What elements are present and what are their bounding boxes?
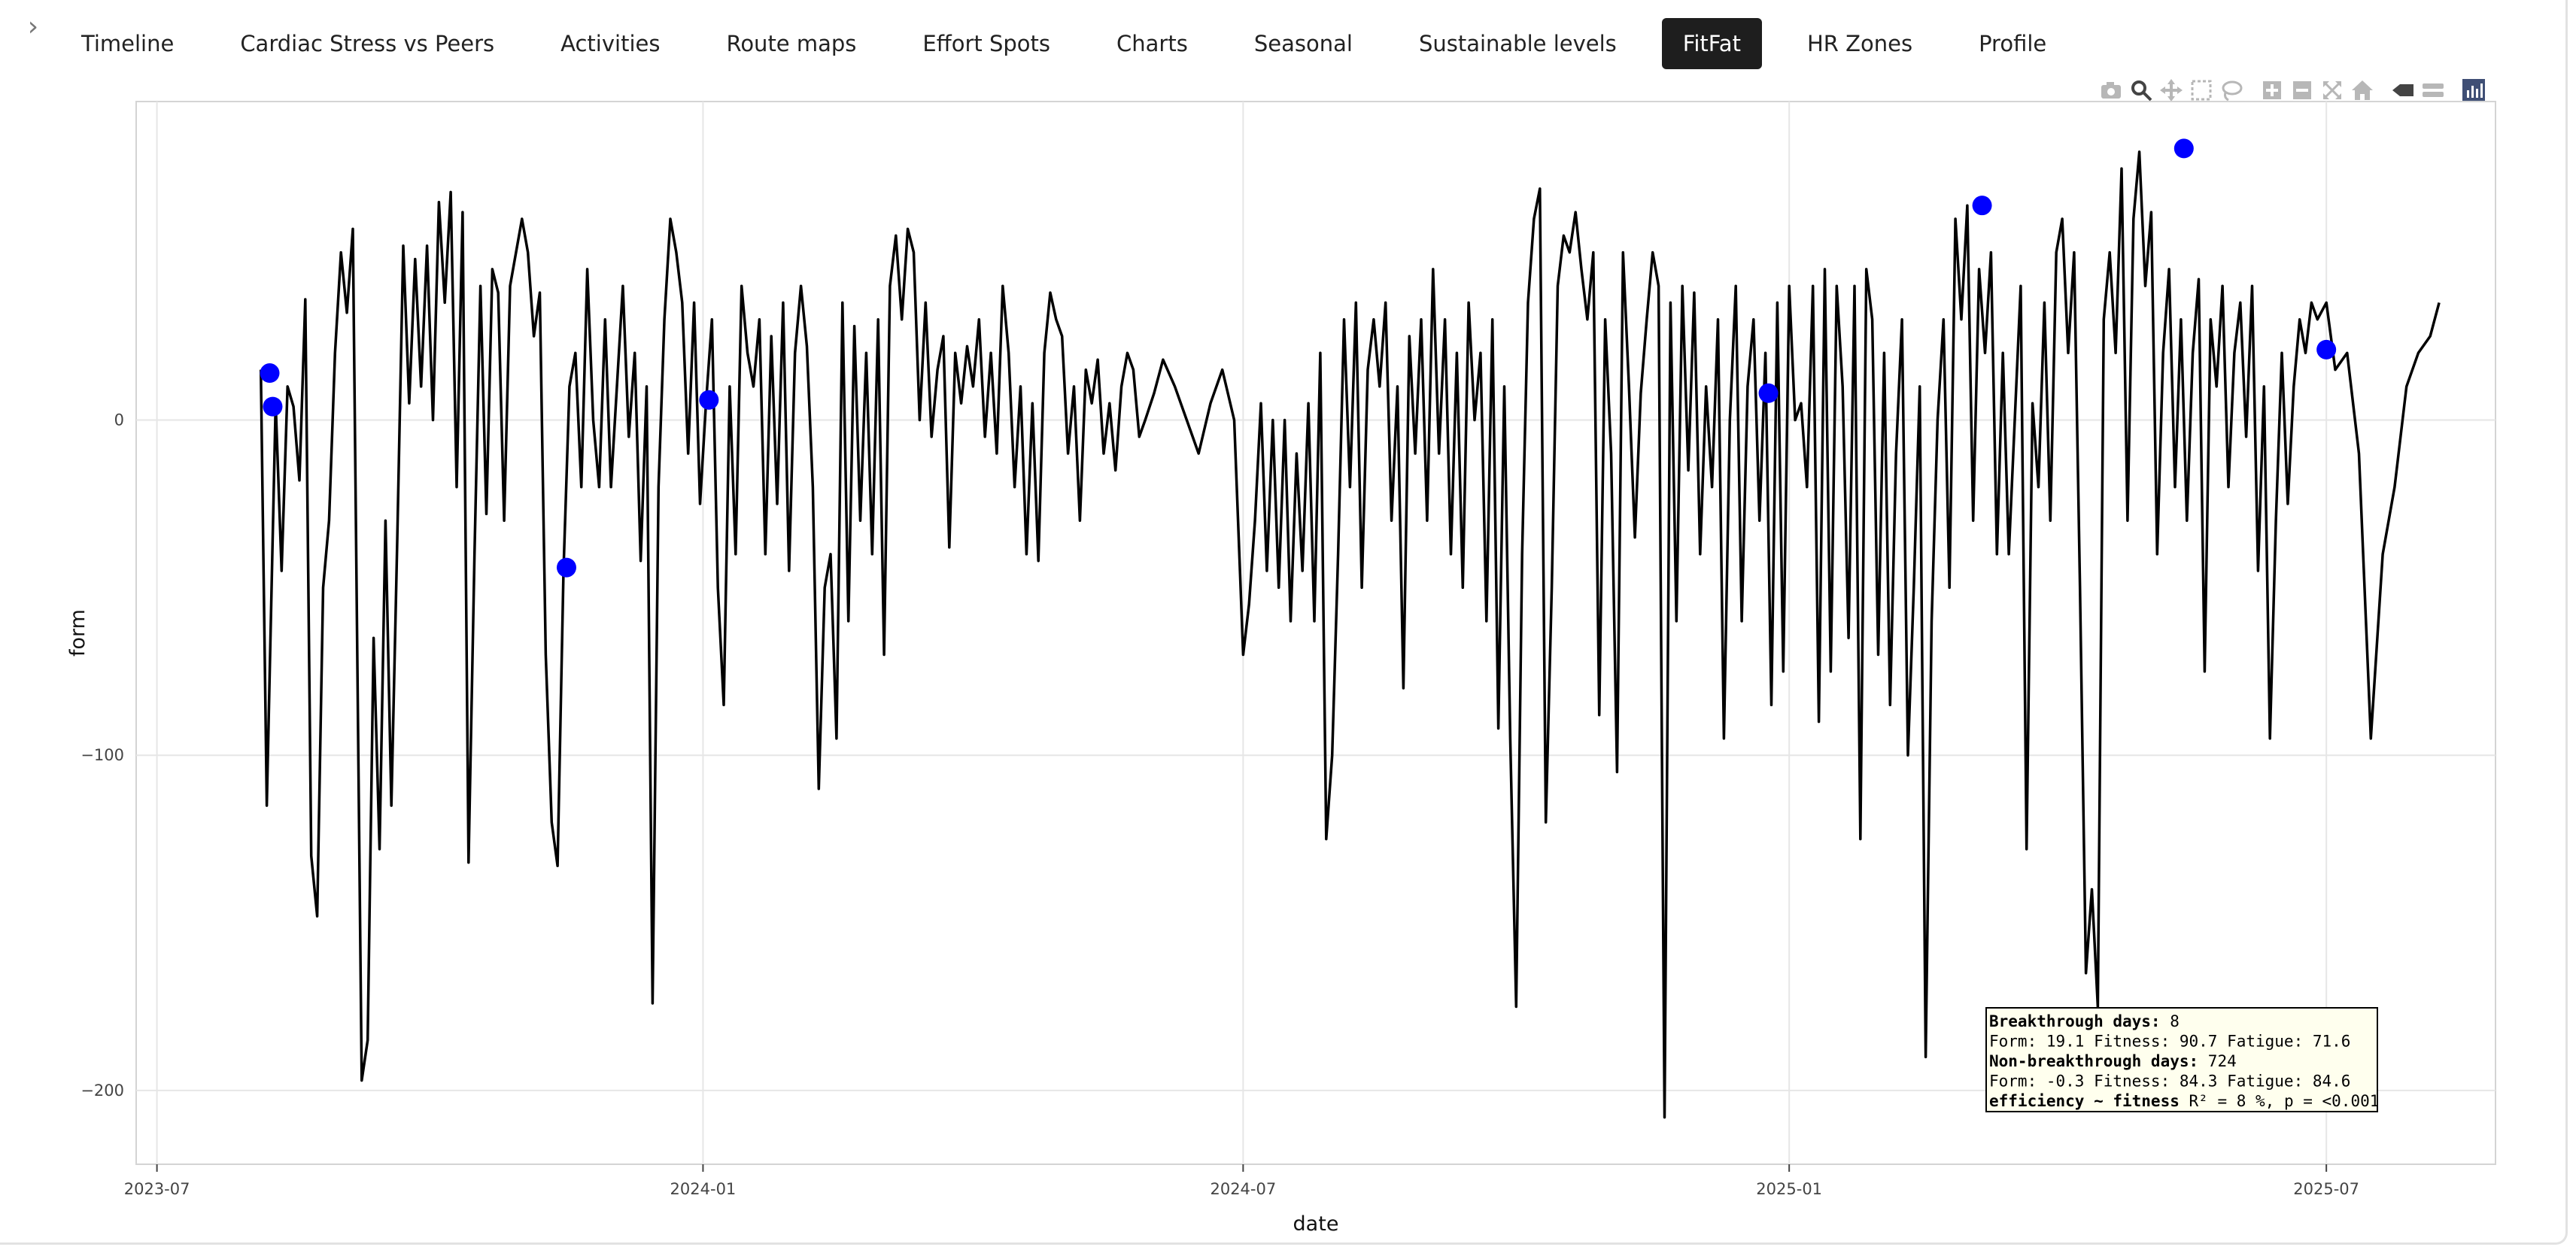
chevron-right-icon[interactable]: ›: [27, 11, 39, 42]
breakthrough-marker[interactable]: [263, 396, 283, 417]
breakthrough-marker[interactable]: [260, 363, 280, 384]
zoom-icon[interactable]: [2126, 75, 2156, 105]
x-tick-label: 2024-07: [1210, 1180, 1276, 1198]
annotation-box: [1985, 1007, 2378, 1112]
y-tick-label: −200: [80, 1082, 124, 1100]
plot-modebar: [2096, 75, 2489, 105]
tab-timeline[interactable]: Timeline: [81, 31, 175, 56]
annotation-line: Form: 19.1 Fitness: 90.7 Fatigue: 71.6: [1989, 1033, 2350, 1051]
tab-sustainable-levels[interactable]: Sustainable levels: [1418, 31, 1617, 56]
x-axis-title: date: [1293, 1212, 1339, 1236]
lasso-select-icon[interactable]: [2216, 75, 2246, 105]
tab-profile[interactable]: Profile: [1979, 31, 2047, 56]
annotation-line: Non-breakthrough days: 724: [1989, 1052, 2237, 1070]
annotation-line: Breakthrough days: 8: [1989, 1012, 2180, 1030]
pan-icon[interactable]: [2156, 75, 2186, 105]
breakthrough-marker[interactable]: [2316, 339, 2337, 360]
zoom-in-icon[interactable]: [2257, 75, 2287, 105]
breakthrough-marker[interactable]: [699, 390, 719, 410]
breakthrough-marker[interactable]: [2174, 138, 2194, 159]
box-select-icon[interactable]: [2186, 75, 2216, 105]
tab-cardiac-stress-vs-peers[interactable]: Cardiac Stress vs Peers: [240, 31, 495, 56]
tab-fitfat[interactable]: FitFat: [1661, 18, 1762, 69]
y-axis-title: form: [66, 609, 90, 657]
y-tick-label: 0: [114, 411, 124, 429]
annotation-line: efficiency ~ fitness R² = 8 %, p = <0.00…: [1989, 1092, 2379, 1110]
x-tick-label: 2023-07: [124, 1180, 190, 1198]
annotation-line: Form: -0.3 Fitness: 84.3 Fatigue: 84.6: [1989, 1072, 2350, 1091]
tab-activities[interactable]: Activities: [560, 31, 661, 56]
compare-hover-icon[interactable]: [2418, 75, 2448, 105]
tab-hr-zones[interactable]: HR Zones: [1806, 31, 1913, 56]
camera-icon[interactable]: [2096, 75, 2126, 105]
breakthrough-marker[interactable]: [1758, 383, 1779, 403]
tab-route-maps[interactable]: Route maps: [726, 31, 857, 56]
tab-seasonal[interactable]: Seasonal: [1253, 31, 1353, 56]
zoom-out-icon[interactable]: [2287, 75, 2317, 105]
autoscale-icon[interactable]: [2317, 75, 2347, 105]
reset-axes-icon[interactable]: [2347, 75, 2377, 105]
y-tick-label: −100: [80, 746, 124, 764]
x-tick-label: 2025-01: [1756, 1180, 1822, 1198]
nav-tabs: Timeline Cardiac Stress vs Peers Activitie…: [60, 18, 2091, 69]
spike-lines-icon[interactable]: [2388, 75, 2418, 105]
stats-annotation: Breakthrough days: 8 Form: 19.1 Fitness: …: [1985, 1007, 2379, 1112]
breakthrough-marker[interactable]: [556, 557, 576, 578]
form-series-line: [259, 150, 2441, 1119]
plotly-logo-icon[interactable]: [2459, 75, 2489, 105]
tab-effort-spots[interactable]: Effort Spots: [922, 31, 1051, 56]
breakthrough-marker[interactable]: [1972, 196, 1992, 216]
x-tick-label: 2024-01: [670, 1180, 737, 1198]
x-tick-label: 2025-07: [2293, 1180, 2359, 1198]
tab-charts[interactable]: Charts: [1116, 31, 1188, 56]
plot-area: [135, 101, 2496, 1165]
